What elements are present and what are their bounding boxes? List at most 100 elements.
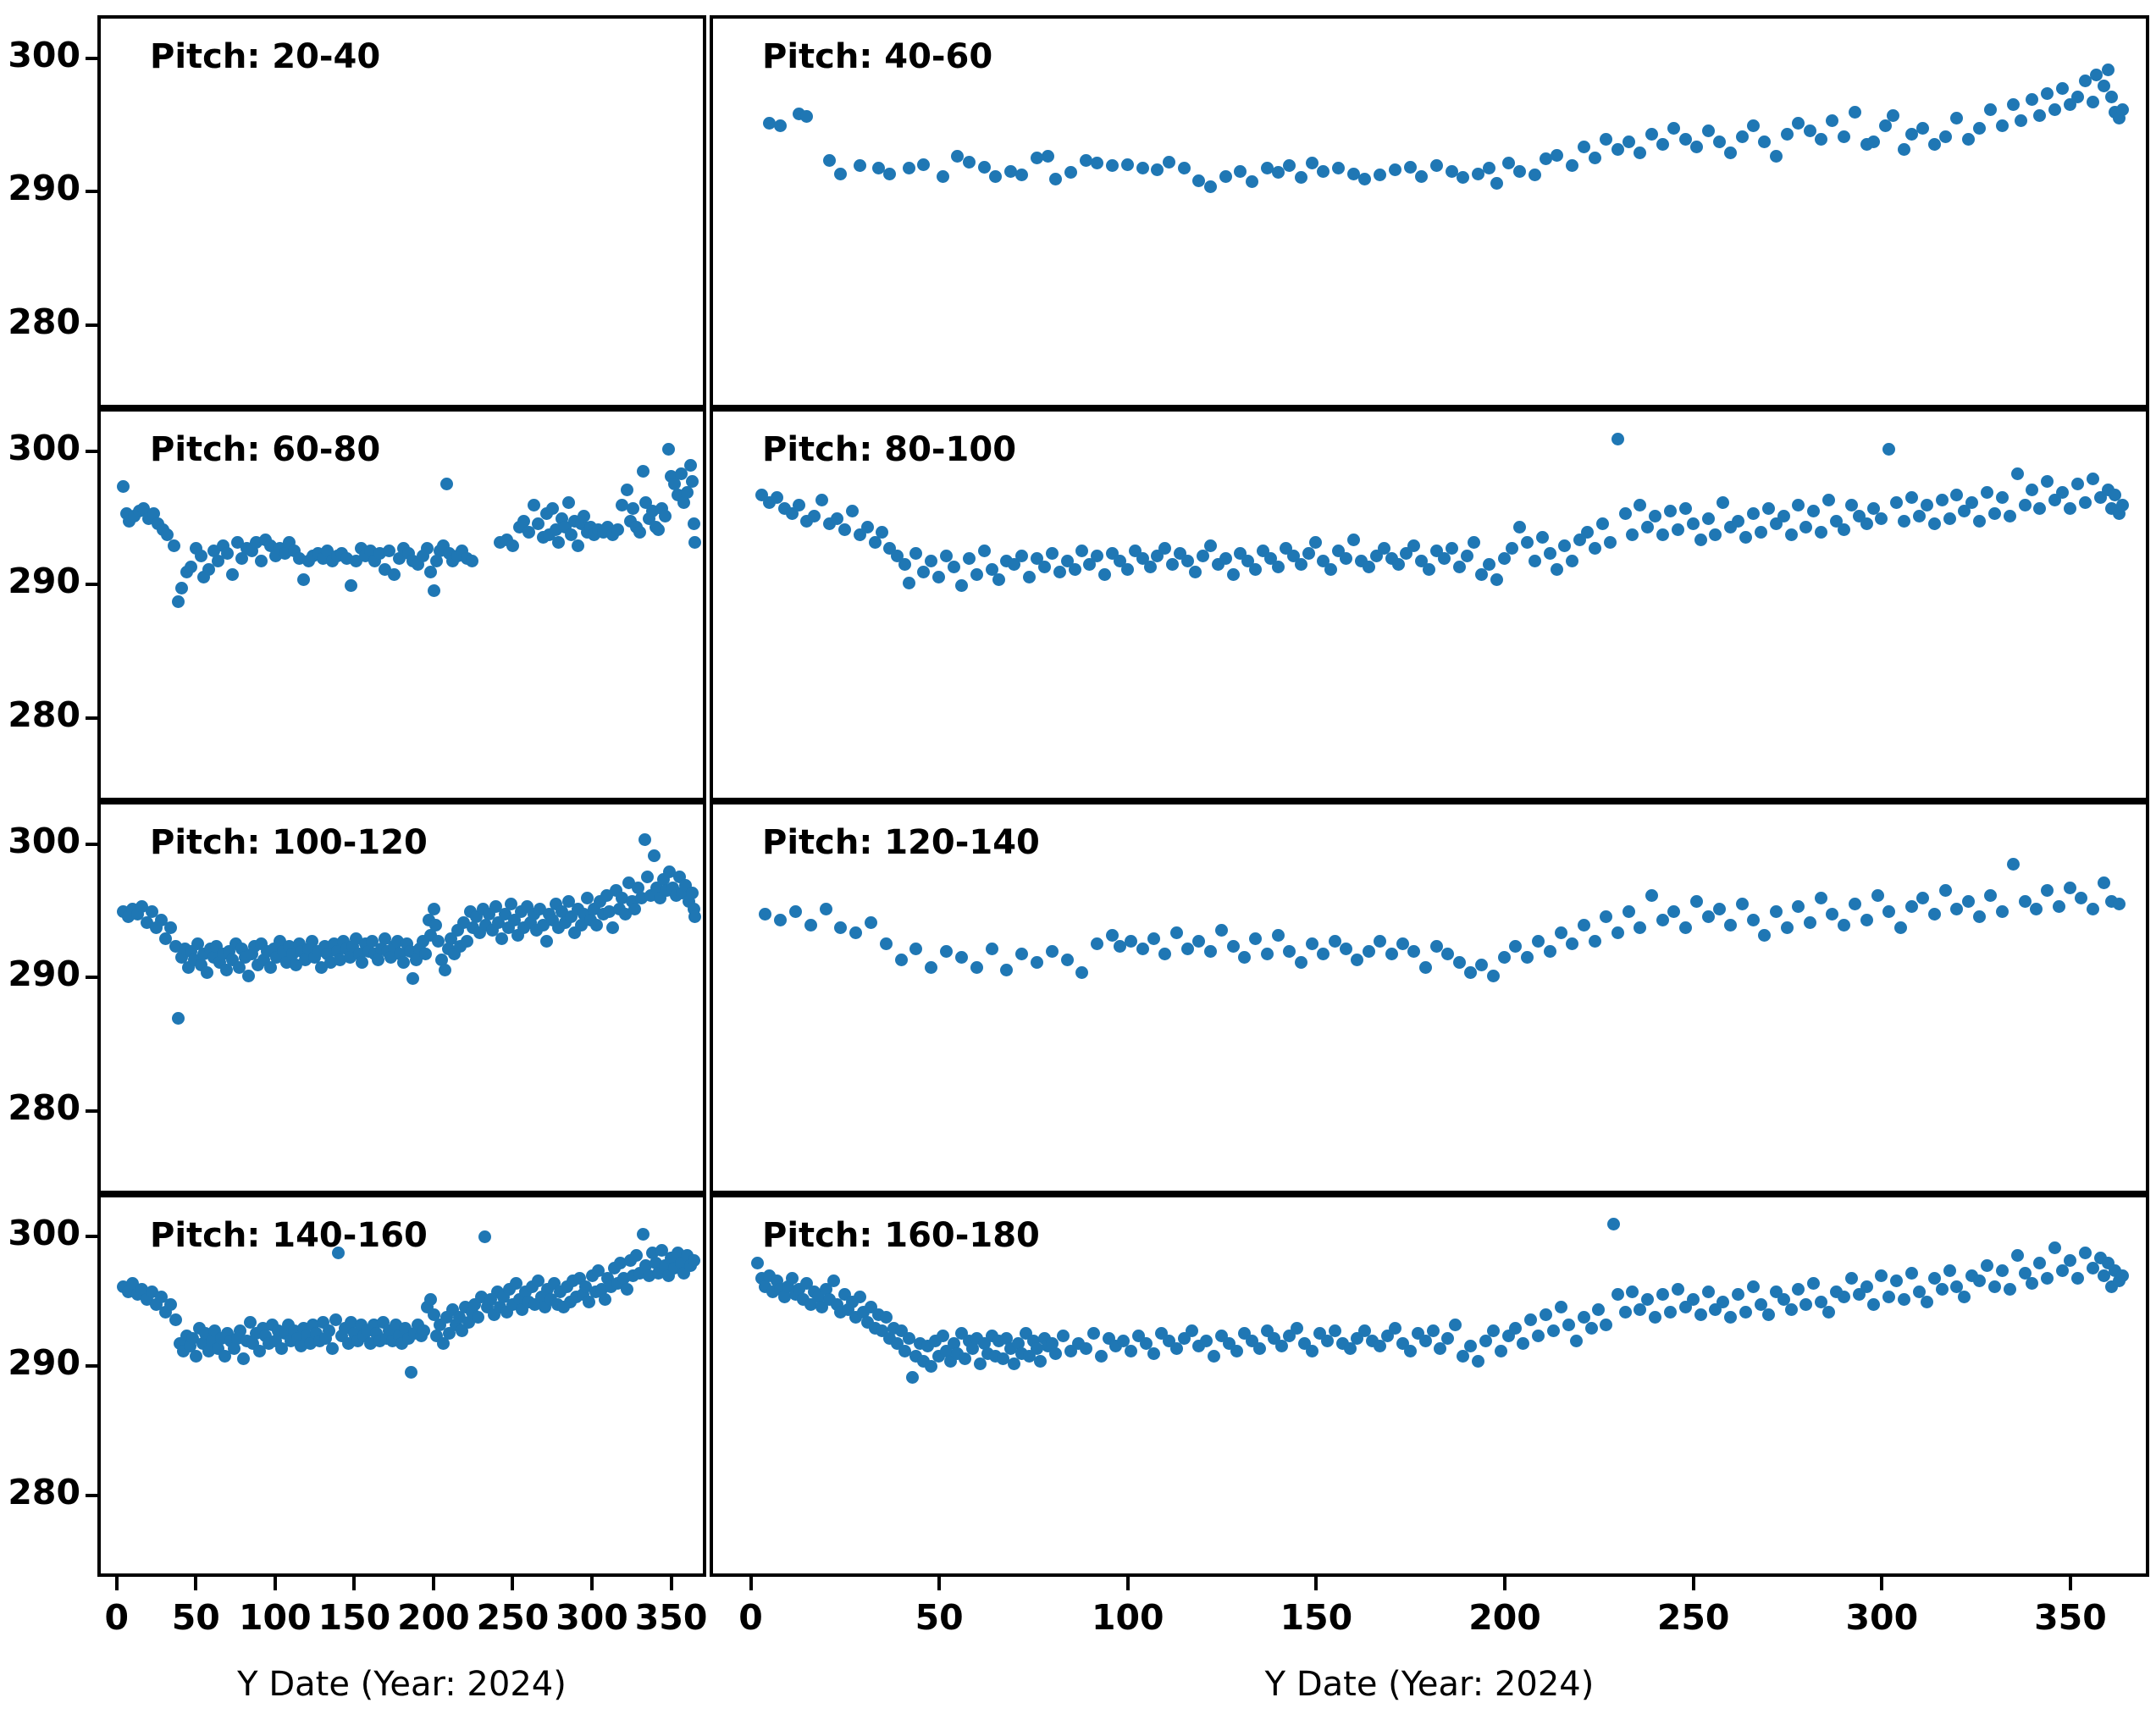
- data-point: [1177, 162, 1191, 175]
- data-point: [159, 932, 173, 945]
- data-point: [1475, 568, 1489, 582]
- data-point: [1600, 1319, 1613, 1332]
- data-point: [1867, 501, 1881, 515]
- data-point: [2101, 64, 2115, 77]
- data-point: [1826, 113, 1839, 127]
- data-point: [1075, 966, 1089, 980]
- data-point: [1943, 512, 1956, 526]
- data-point: [902, 576, 915, 589]
- data-point: [1200, 1334, 1213, 1347]
- data-point: [1927, 138, 1941, 152]
- y-axis-tick-label: 280: [8, 694, 80, 735]
- x-axis-tick-mark: [1691, 1577, 1695, 1590]
- data-point: [583, 1295, 596, 1308]
- data-point: [1015, 948, 1029, 961]
- data-point: [1509, 940, 1523, 954]
- data-point: [1935, 494, 1949, 507]
- data-point: [800, 110, 814, 124]
- data-point: [1777, 510, 1790, 522]
- x-axis-tick-mark: [431, 1577, 435, 1590]
- data-point: [611, 522, 624, 536]
- data-point: [1904, 490, 1918, 504]
- data-point: [1215, 924, 1229, 937]
- data-point: [1540, 152, 1553, 166]
- data-point: [1015, 550, 1029, 563]
- data-point: [1717, 496, 1730, 510]
- data-point: [1445, 164, 1458, 178]
- data-point: [383, 544, 396, 557]
- data-point: [1950, 1280, 1964, 1293]
- data-point: [1995, 119, 2009, 133]
- data-point: [1136, 943, 1149, 956]
- data-point: [1208, 1350, 1221, 1363]
- data-point: [1234, 164, 1247, 178]
- panel-title-8: Pitch: 160-180: [762, 1216, 1040, 1255]
- data-point: [917, 158, 931, 171]
- data-point: [435, 953, 449, 966]
- data-point: [1483, 557, 1496, 571]
- data-point: [1045, 547, 1059, 561]
- data-point: [378, 932, 391, 945]
- data-point: [1423, 562, 1436, 576]
- data-point: [1143, 560, 1157, 573]
- data-point: [1867, 135, 1881, 149]
- panel-title-4: Pitch: 80-100: [762, 430, 1017, 469]
- data-point: [1158, 948, 1172, 961]
- data-point: [1457, 171, 1470, 185]
- data-point: [527, 499, 540, 512]
- data-point: [1388, 163, 1401, 177]
- data-point: [423, 1292, 437, 1306]
- data-point: [1822, 1306, 1836, 1319]
- data-point: [2056, 82, 2070, 96]
- data-point: [1611, 926, 1624, 940]
- data-point: [1501, 157, 1515, 170]
- subplot-panel-5: [97, 801, 706, 1194]
- data-point: [658, 510, 672, 522]
- data-point: [427, 584, 440, 598]
- data-point: [332, 1246, 346, 1259]
- data-point: [2098, 1269, 2111, 1283]
- data-point: [1106, 929, 1119, 943]
- data-point: [2018, 499, 2032, 512]
- data-point: [751, 1256, 765, 1269]
- data-point: [762, 117, 776, 130]
- data-point: [1117, 1334, 1131, 1347]
- data-point: [234, 1324, 247, 1337]
- data-point: [252, 1345, 266, 1358]
- data-point: [439, 478, 453, 491]
- data-point: [1588, 934, 1601, 948]
- data-point: [1904, 899, 1918, 913]
- data-point: [2086, 472, 2099, 485]
- data-point: [305, 934, 318, 948]
- data-point: [1460, 550, 1473, 563]
- data-point: [1595, 517, 1609, 531]
- data-point: [172, 594, 185, 608]
- data-point: [1769, 905, 1783, 919]
- scatter-plot-area: [101, 1197, 703, 1573]
- data-point: [1551, 562, 1564, 576]
- data-point: [925, 961, 938, 975]
- data-point: [1607, 1218, 1621, 1231]
- data-point: [1939, 883, 1953, 897]
- data-point: [1045, 945, 1059, 959]
- x-axis-tick-mark: [194, 1577, 198, 1590]
- data-point: [438, 964, 451, 977]
- data-point: [2018, 1267, 2032, 1280]
- data-point: [532, 517, 545, 531]
- data-point: [1950, 488, 1964, 501]
- data-point: [823, 154, 837, 168]
- data-point: [263, 961, 277, 975]
- data-point: [154, 913, 168, 926]
- data-point: [2070, 90, 2084, 103]
- y-axis-tick-mark: [86, 843, 97, 847]
- data-point: [2056, 485, 2070, 499]
- y-axis-tick-label: 290: [8, 1342, 80, 1384]
- data-point: [1890, 496, 1904, 510]
- y-axis-tick-mark: [86, 190, 97, 194]
- data-point: [517, 515, 531, 528]
- data-point: [1777, 1292, 1790, 1306]
- data-point: [1237, 950, 1251, 964]
- data-point: [996, 1352, 1009, 1366]
- data-point: [2086, 95, 2099, 108]
- data-point: [1512, 520, 1526, 534]
